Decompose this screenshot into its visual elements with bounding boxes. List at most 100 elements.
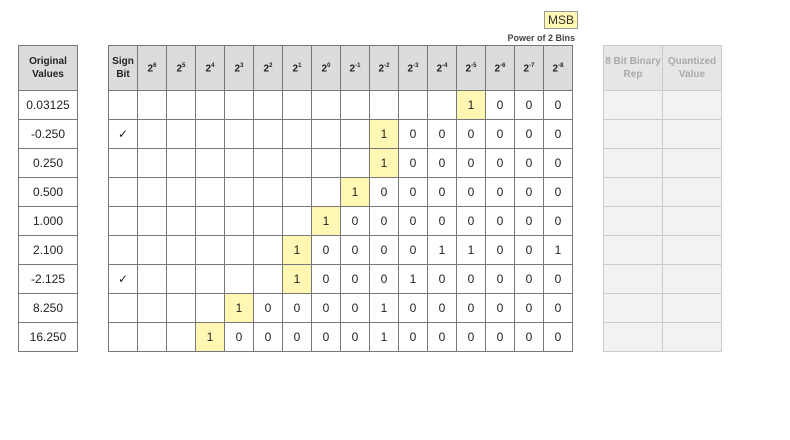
bit-cell[interactable]: 0 — [340, 235, 370, 265]
sign-bit-cell[interactable]: ✓ — [108, 264, 138, 294]
bit-cell[interactable] — [282, 148, 312, 178]
bit-cell[interactable]: 0 — [543, 322, 573, 352]
bit-cell[interactable]: 0 — [456, 148, 486, 178]
bit-cell[interactable]: 0 — [282, 293, 312, 323]
bit-cell[interactable]: 0 — [253, 293, 283, 323]
bit-cell[interactable]: 0 — [311, 293, 341, 323]
bit-cell[interactable]: 0 — [311, 264, 341, 294]
original-value-cell[interactable]: -2.125 — [18, 264, 78, 294]
bit-cell[interactable] — [195, 90, 225, 120]
bit-cell[interactable] — [137, 322, 167, 352]
quantized-value-cell[interactable] — [662, 119, 722, 149]
bit-cell[interactable]: 0 — [485, 322, 515, 352]
bit-cell[interactable]: 0 — [514, 206, 544, 236]
sign-bit-cell[interactable] — [108, 235, 138, 265]
bit-cell[interactable]: 0 — [485, 206, 515, 236]
bit-cell[interactable] — [195, 148, 225, 178]
binary-rep-cell[interactable] — [603, 177, 663, 207]
bit-cell[interactable]: 0 — [485, 293, 515, 323]
bit-cell[interactable]: 0 — [398, 119, 428, 149]
bit-cell[interactable]: 0 — [427, 119, 457, 149]
bit-cell[interactable]: 0 — [340, 322, 370, 352]
bit-cell[interactable]: 1 — [340, 177, 370, 207]
bit-cell[interactable]: 0 — [369, 177, 399, 207]
bit-cell[interactable] — [282, 119, 312, 149]
bit-cell[interactable] — [311, 119, 341, 149]
bit-cell[interactable] — [311, 148, 341, 178]
bit-cell[interactable]: 0 — [514, 148, 544, 178]
bit-cell[interactable] — [166, 322, 196, 352]
bit-cell[interactable] — [195, 264, 225, 294]
bit-cell[interactable]: 1 — [398, 264, 428, 294]
bit-cell[interactable]: 0 — [340, 206, 370, 236]
bit-cell[interactable] — [137, 148, 167, 178]
bit-cell[interactable]: 0 — [398, 293, 428, 323]
bit-cell[interactable]: 1 — [369, 293, 399, 323]
original-value-cell[interactable]: 16.250 — [18, 322, 78, 352]
sign-bit-cell[interactable] — [108, 148, 138, 178]
bit-cell[interactable]: 0 — [427, 293, 457, 323]
original-value-cell[interactable]: 1.000 — [18, 206, 78, 236]
bit-cell[interactable]: 0 — [514, 90, 544, 120]
bit-cell[interactable] — [427, 90, 457, 120]
original-value-cell[interactable]: 0.250 — [18, 148, 78, 178]
bit-cell[interactable]: 0 — [514, 235, 544, 265]
bit-cell[interactable]: 0 — [427, 264, 457, 294]
bit-cell[interactable]: 0 — [398, 148, 428, 178]
bit-cell[interactable] — [166, 119, 196, 149]
bit-cell[interactable]: 0 — [427, 206, 457, 236]
bit-cell[interactable]: 0 — [340, 264, 370, 294]
bit-cell[interactable] — [253, 264, 283, 294]
bit-cell[interactable]: 0 — [224, 322, 254, 352]
bit-cell[interactable]: 1 — [427, 235, 457, 265]
bit-cell[interactable] — [166, 177, 196, 207]
bit-cell[interactable] — [224, 119, 254, 149]
quantized-value-cell[interactable] — [662, 235, 722, 265]
bit-cell[interactable] — [137, 293, 167, 323]
binary-rep-cell[interactable] — [603, 235, 663, 265]
sign-bit-cell[interactable] — [108, 293, 138, 323]
binary-rep-cell[interactable] — [603, 90, 663, 120]
bit-cell[interactable]: 1 — [456, 235, 486, 265]
original-value-cell[interactable]: 8.250 — [18, 293, 78, 323]
bit-cell[interactable] — [195, 177, 225, 207]
bit-cell[interactable]: 0 — [485, 177, 515, 207]
bit-cell[interactable]: 0 — [369, 235, 399, 265]
bit-cell[interactable] — [253, 90, 283, 120]
bit-cell[interactable] — [137, 206, 167, 236]
bit-cell[interactable]: 0 — [543, 90, 573, 120]
bit-cell[interactable]: 0 — [456, 119, 486, 149]
bit-cell[interactable]: 1 — [195, 322, 225, 352]
binary-rep-cell[interactable] — [603, 206, 663, 236]
bit-cell[interactable] — [340, 119, 370, 149]
bit-cell[interactable] — [166, 293, 196, 323]
bit-cell[interactable] — [166, 264, 196, 294]
bit-cell[interactable] — [224, 148, 254, 178]
bit-cell[interactable]: 0 — [543, 264, 573, 294]
bit-cell[interactable] — [253, 235, 283, 265]
bit-cell[interactable]: 0 — [369, 264, 399, 294]
quantized-value-cell[interactable] — [662, 322, 722, 352]
bit-cell[interactable] — [224, 177, 254, 207]
sign-bit-cell[interactable] — [108, 90, 138, 120]
bit-cell[interactable]: 0 — [543, 293, 573, 323]
binary-rep-cell[interactable] — [603, 264, 663, 294]
bit-cell[interactable] — [311, 90, 341, 120]
quantized-value-cell[interactable] — [662, 148, 722, 178]
bit-cell[interactable]: 0 — [514, 119, 544, 149]
original-value-cell[interactable]: 2.100 — [18, 235, 78, 265]
bit-cell[interactable] — [166, 148, 196, 178]
bit-cell[interactable] — [224, 206, 254, 236]
bit-cell[interactable] — [253, 177, 283, 207]
bit-cell[interactable] — [253, 206, 283, 236]
bit-cell[interactable] — [311, 177, 341, 207]
binary-rep-cell[interactable] — [603, 119, 663, 149]
binary-rep-cell[interactable] — [603, 322, 663, 352]
bit-cell[interactable] — [137, 90, 167, 120]
quantized-value-cell[interactable] — [662, 177, 722, 207]
bit-cell[interactable] — [282, 90, 312, 120]
original-value-cell[interactable]: 0.03125 — [18, 90, 78, 120]
bit-cell[interactable]: 0 — [398, 235, 428, 265]
bit-cell[interactable]: 0 — [485, 90, 515, 120]
bit-cell[interactable]: 0 — [514, 177, 544, 207]
